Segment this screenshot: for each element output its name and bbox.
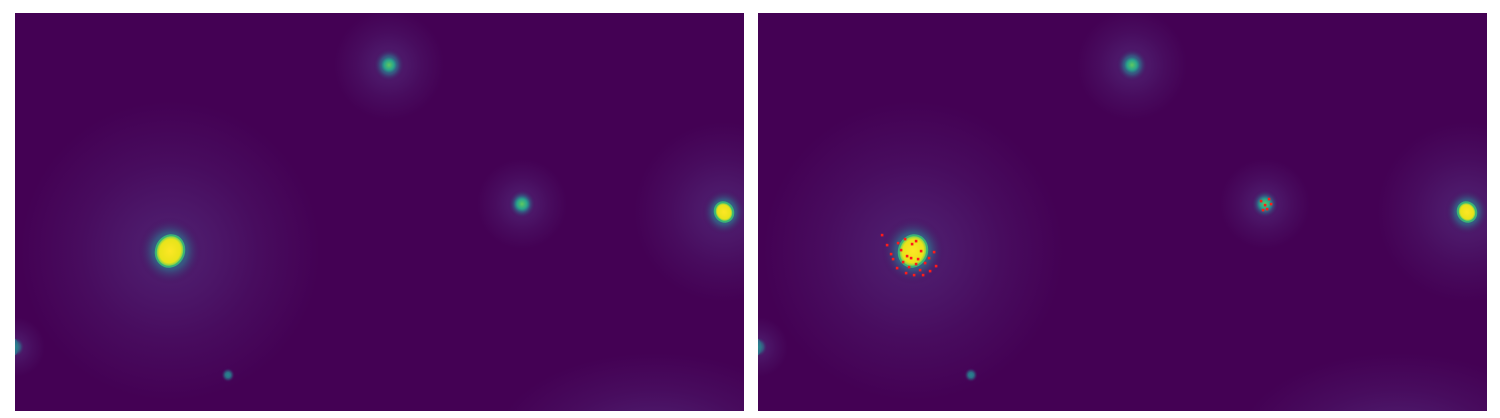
- marker-point: [927, 256, 931, 260]
- marker-point: [914, 239, 918, 243]
- marker-point: [918, 268, 922, 272]
- marker-point: [932, 250, 936, 254]
- marker-point: [910, 242, 914, 246]
- marker-point: [907, 265, 911, 269]
- diffuse-glow: [505, 353, 744, 411]
- marker-point: [1267, 197, 1271, 201]
- marker-point: [1269, 202, 1273, 206]
- right-panel: [758, 13, 1487, 411]
- marker-point: [1259, 199, 1263, 203]
- marker-point: [889, 252, 893, 256]
- source-left-edge: [15, 317, 45, 377]
- marker-point: [903, 237, 907, 241]
- marker-point: [928, 269, 932, 273]
- diffuse-glow: [1248, 353, 1487, 411]
- marker-point: [1265, 207, 1269, 211]
- left-panel-image: [15, 13, 744, 411]
- marker-point: [895, 266, 899, 270]
- right-panel-image: [758, 13, 1487, 411]
- marker-point: [891, 257, 895, 261]
- marker-point: [896, 241, 900, 245]
- source-large: [763, 101, 1063, 401]
- source-top: [334, 13, 444, 120]
- marker-point: [905, 254, 909, 258]
- source-top: [1077, 13, 1187, 120]
- source-left-edge: [758, 317, 788, 377]
- marker-point: [909, 256, 913, 260]
- overlay-markers: [880, 197, 1273, 277]
- marker-point: [921, 273, 925, 277]
- marker-point: [880, 233, 884, 237]
- marker-point: [899, 248, 903, 252]
- left-panel: [15, 13, 744, 411]
- marker-point: [923, 261, 927, 265]
- marker-point: [904, 271, 908, 275]
- marker-point: [885, 243, 889, 247]
- marker-point: [934, 264, 938, 268]
- marker-point: [1261, 208, 1265, 212]
- source-faint-bottom: [964, 367, 978, 383]
- marker-point: [914, 262, 918, 266]
- marker-point: [919, 249, 923, 253]
- source-right: [1377, 122, 1487, 302]
- marker-point: [901, 260, 905, 264]
- source-right: [634, 122, 744, 302]
- source-large: [20, 101, 320, 401]
- marker-point: [916, 257, 920, 261]
- source-mid: [477, 159, 567, 249]
- marker-point: [1263, 203, 1267, 207]
- marker-point: [912, 273, 916, 277]
- source-faint-bottom: [221, 367, 235, 383]
